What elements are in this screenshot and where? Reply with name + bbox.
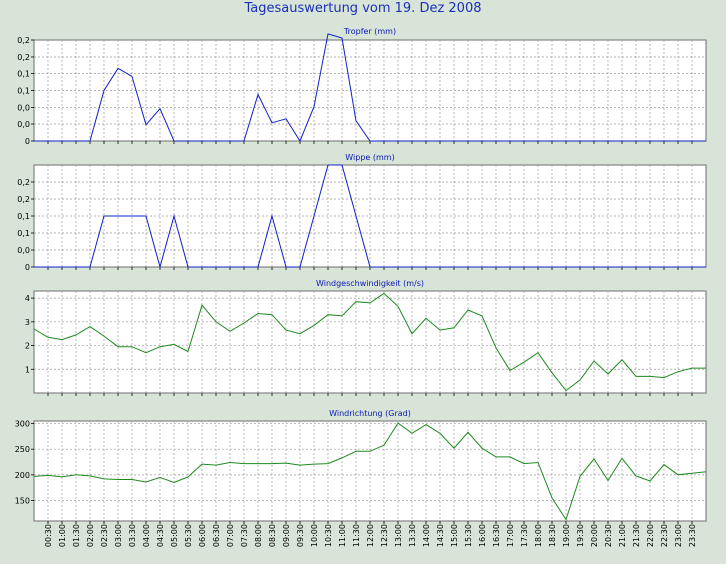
chart-subtitle: Wippe (mm) xyxy=(345,153,394,162)
y-tick-label: 150 xyxy=(15,496,30,505)
x-tick-label: 23:00 xyxy=(674,524,683,547)
x-tick-label: 17:30 xyxy=(520,524,529,547)
series-line xyxy=(33,422,707,521)
y-tick-label: 0,1 xyxy=(17,212,30,221)
x-tick-label: 03:00 xyxy=(114,524,123,547)
x-tick-label: 21:00 xyxy=(618,524,627,547)
x-tick-label: 18:30 xyxy=(548,524,557,547)
y-tick-label: 0,2 xyxy=(17,36,30,45)
x-tick-label: 16:30 xyxy=(492,524,501,547)
series-line xyxy=(34,33,706,143)
chart-subtitle: Tropfer (mm) xyxy=(343,27,396,36)
chart-windgeschwindigkeit: 1 2 3 4 Windgeschwindigkeit (m/s) xyxy=(25,279,707,396)
y-tick-label: 0 xyxy=(25,263,30,272)
x-tick-label: 23:30 xyxy=(688,524,697,547)
x-tick-label: 19:00 xyxy=(562,524,571,547)
y-tick-label: 200 xyxy=(15,471,30,480)
x-tick-label: 22:30 xyxy=(660,524,669,547)
plot-area xyxy=(33,290,707,394)
x-tick-label: 13:00 xyxy=(394,524,403,547)
x-tick-label: 14:30 xyxy=(436,524,445,547)
x-tick-label: 09:30 xyxy=(296,524,305,547)
y-tick-label: 0,2 xyxy=(17,53,30,62)
y-tick-label: 0,0 xyxy=(17,103,30,112)
x-tick-label: 06:00 xyxy=(198,524,207,547)
x-tick-label: 21:30 xyxy=(632,524,641,547)
chart-subtitle: Windrichtung (Grad) xyxy=(329,409,411,418)
y-tick-label: 0,1 xyxy=(17,87,30,96)
x-tick-label: 08:30 xyxy=(268,524,277,547)
y-tick-label: 0,0 xyxy=(17,120,30,129)
y-tick-label: 0,1 xyxy=(17,70,30,79)
x-tick-label: 03:30 xyxy=(128,524,137,547)
y-tick-label: 0,1 xyxy=(17,229,30,238)
x-tick-label: 08:00 xyxy=(254,524,263,547)
x-tick-label: 14:00 xyxy=(422,524,431,547)
x-tick-label: 18:00 xyxy=(534,524,543,547)
chart-wippe: 0 0,0 0,1 0,1 0,2 0,2 Wippe (mm) xyxy=(17,153,707,272)
y-tick-label: 0,2 xyxy=(17,195,30,204)
chart-subtitle: Windgeschwindigkeit (m/s) xyxy=(316,279,424,288)
x-tick-label: 11:00 xyxy=(338,524,347,547)
x-tick-label: 12:30 xyxy=(380,524,389,547)
y-tick-label: 250 xyxy=(15,445,30,454)
x-tick-label: 11:30 xyxy=(352,524,361,547)
y-tick-label: 1 xyxy=(25,365,30,374)
x-tick-label: 05:30 xyxy=(184,524,193,547)
x-tick-label: 15:30 xyxy=(464,524,473,547)
x-tick-label: 06:30 xyxy=(212,524,221,547)
x-tick-label: 13:30 xyxy=(408,524,417,547)
x-tick-label: 20:00 xyxy=(590,524,599,547)
y-tick-label: 4 xyxy=(25,294,30,303)
x-axis: 00:30 01:00 01:30 02:00 02:30 03:00 03:30 04:00… xyxy=(44,524,697,547)
x-tick-label: 04:00 xyxy=(142,524,151,547)
page-title: Tagesauswertung vom 19. Dez 2008 xyxy=(244,1,482,16)
series-line xyxy=(34,164,706,269)
x-tick-label: 20:30 xyxy=(604,524,613,547)
x-tick-label: 04:30 xyxy=(156,524,165,547)
x-tick-label: 00:30 xyxy=(44,524,53,547)
x-tick-label: 22:00 xyxy=(646,524,655,547)
x-tick-label: 07:00 xyxy=(226,524,235,547)
x-tick-label: 09:00 xyxy=(282,524,291,547)
x-tick-label: 10:30 xyxy=(324,524,333,547)
x-tick-label: 10:00 xyxy=(310,524,319,547)
y-tick-label: 0 xyxy=(25,137,30,146)
y-tick-label: 0,0 xyxy=(17,246,30,255)
x-tick-label: 17:00 xyxy=(506,524,515,547)
x-tick-label: 15:00 xyxy=(450,524,459,547)
y-tick-label: 0,2 xyxy=(17,178,30,187)
x-tick-label: 19:30 xyxy=(576,524,585,547)
chart-windrichtung: 150 200 250 300 Windrichtung (Grad) xyxy=(15,409,707,524)
x-tick-label: 07:30 xyxy=(240,524,249,547)
x-tick-label: 16:00 xyxy=(478,524,487,547)
y-tick-label: 3 xyxy=(25,318,30,327)
y-tick-label: 2 xyxy=(25,342,30,351)
x-tick-label: 12:00 xyxy=(366,524,375,547)
x-tick-label: 01:00 xyxy=(58,524,67,547)
y-tick-label: 300 xyxy=(15,420,30,429)
series-line xyxy=(33,292,706,392)
chart-tropfer: 0 0,0 0,0 0,1 0,1 0,2 0,2 Tropfer (mm) xyxy=(17,27,707,146)
x-tick-label: 02:00 xyxy=(86,524,95,547)
x-tick-label: 01:30 xyxy=(72,524,81,547)
x-tick-label: 02:30 xyxy=(100,524,109,547)
x-tick-label: 05:00 xyxy=(170,524,179,547)
